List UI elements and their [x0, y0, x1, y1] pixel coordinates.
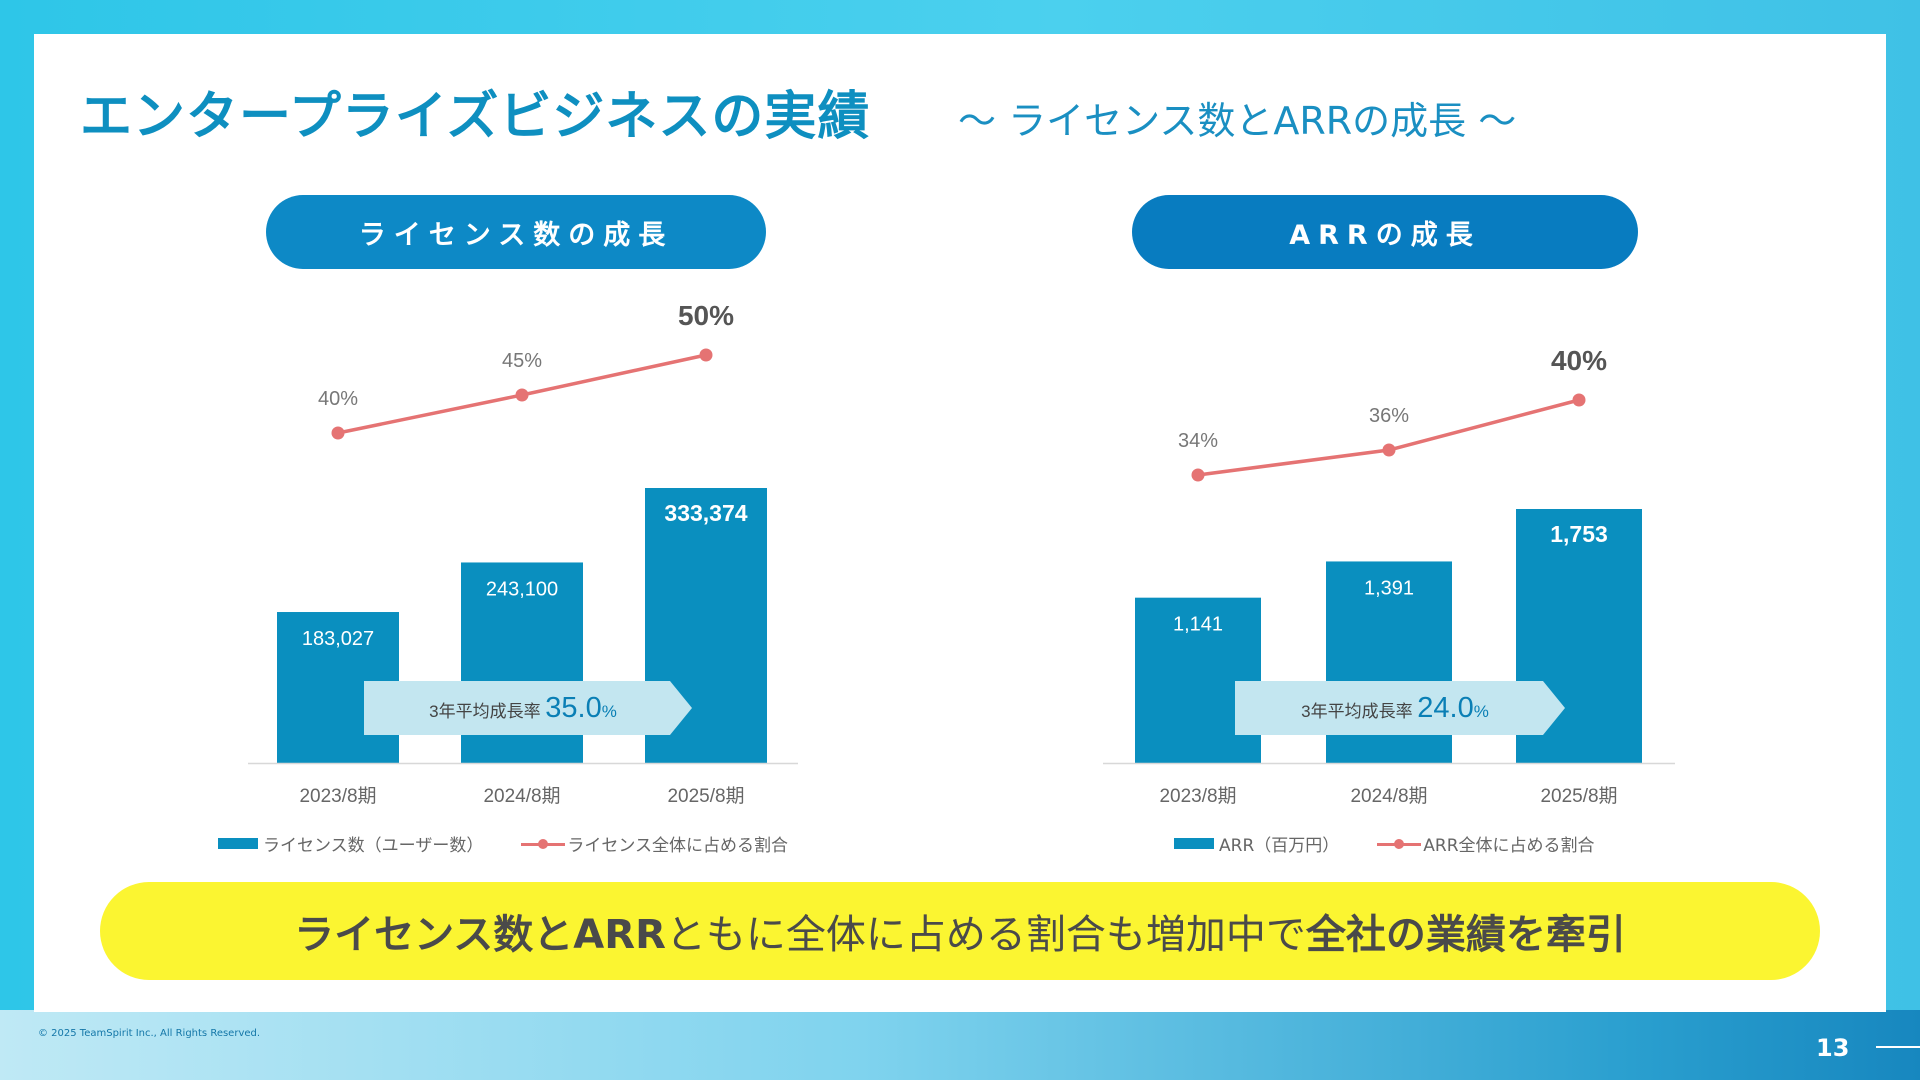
page-subtitle: ～ ライセンス数とARRの成長 ～: [958, 99, 1517, 143]
ratio-point: [1191, 468, 1205, 482]
cagr-arrow: [364, 681, 692, 735]
ratio-label: 40%: [1551, 345, 1607, 376]
cagr-unit: %: [602, 702, 617, 721]
banner-text: ともに全体に占める割合も増加中で: [665, 912, 1306, 958]
ratio-label: 34%: [1178, 430, 1218, 452]
x-tick-label: 2025/8期: [667, 785, 744, 807]
ratio-point: [699, 348, 713, 362]
cagr-value: 35.0: [545, 692, 601, 724]
arr-chart-title: ARRの成長: [1132, 195, 1638, 269]
bar-value-label: 1,753: [1550, 521, 1608, 547]
ratio-point: [331, 426, 345, 440]
ratio-point: [1382, 443, 1396, 457]
x-tick-label: 2023/8期: [299, 785, 376, 807]
page-number: 13: [1816, 1034, 1850, 1062]
bar-value-label: 183,027: [302, 628, 374, 650]
ratio-point: [1572, 393, 1586, 407]
x-tick-label: 2023/8期: [1159, 785, 1236, 807]
page-title: エンタープライズビジネスの実績: [80, 87, 871, 147]
cagr-label: 3年平均成長率 35.0%: [429, 692, 617, 724]
ratio-label: 36%: [1369, 405, 1409, 427]
ratio-label: 40%: [318, 388, 358, 410]
cagr-caption: 3年平均成長率: [1301, 702, 1417, 721]
banner-highlight-2: 全社の業績を牽引: [1305, 912, 1626, 958]
legend-line-label: ARR全体に占める割合: [1423, 836, 1595, 856]
bar-value-label: 333,374: [664, 500, 747, 526]
cagr-unit: %: [1474, 702, 1489, 721]
legend-bar-label: ライセンス数（ユーザー数）: [263, 836, 484, 856]
bar: [1135, 597, 1261, 763]
bar-legend-swatch: [1174, 838, 1214, 849]
bar-value-label: 1,391: [1364, 577, 1414, 599]
arr-chart-legend: ARR（百万円） ARR全体に占める割合: [1174, 831, 1595, 856]
banner-highlight-1: ライセンス数とARR: [294, 912, 666, 958]
line-legend-swatch: [521, 838, 566, 850]
x-tick-label: 2024/8期: [1350, 785, 1427, 807]
cagr-value: 24.0: [1417, 692, 1473, 724]
cagr-arrow: [1235, 681, 1565, 735]
legend-line-label: ライセンス全体に占める割合: [567, 836, 788, 856]
cagr-caption: 3年平均成長率: [429, 702, 545, 721]
x-tick-label: 2025/8期: [1540, 785, 1617, 807]
copyright: © 2025 TeamSpirit Inc., All Rights Reser…: [38, 1028, 261, 1039]
ratio-label: 50%: [678, 300, 734, 331]
bar-value-label: 1,141: [1173, 614, 1223, 636]
bottom-band: [0, 1010, 1920, 1080]
license-chart-legend: ライセンス数（ユーザー数） ライセンス全体に占める割合: [218, 831, 788, 856]
ratio-label: 45%: [502, 350, 542, 372]
ratio-point: [515, 388, 529, 402]
bar-value-label: 243,100: [486, 578, 558, 600]
summary-banner: ライセンス数とARR ともに全体に占める割合も増加中で 全社の業績を牽引: [100, 882, 1820, 980]
x-tick-label: 2024/8期: [483, 785, 560, 807]
bar-legend-swatch: [218, 838, 258, 849]
cagr-label: 3年平均成長率 24.0%: [1301, 692, 1489, 724]
line-legend-swatch: [1377, 838, 1422, 850]
legend-bar-label: ARR（百万円）: [1219, 836, 1340, 856]
license-chart-title: ライセンス数の成長: [266, 195, 766, 269]
page-number-line: [1876, 1046, 1920, 1048]
